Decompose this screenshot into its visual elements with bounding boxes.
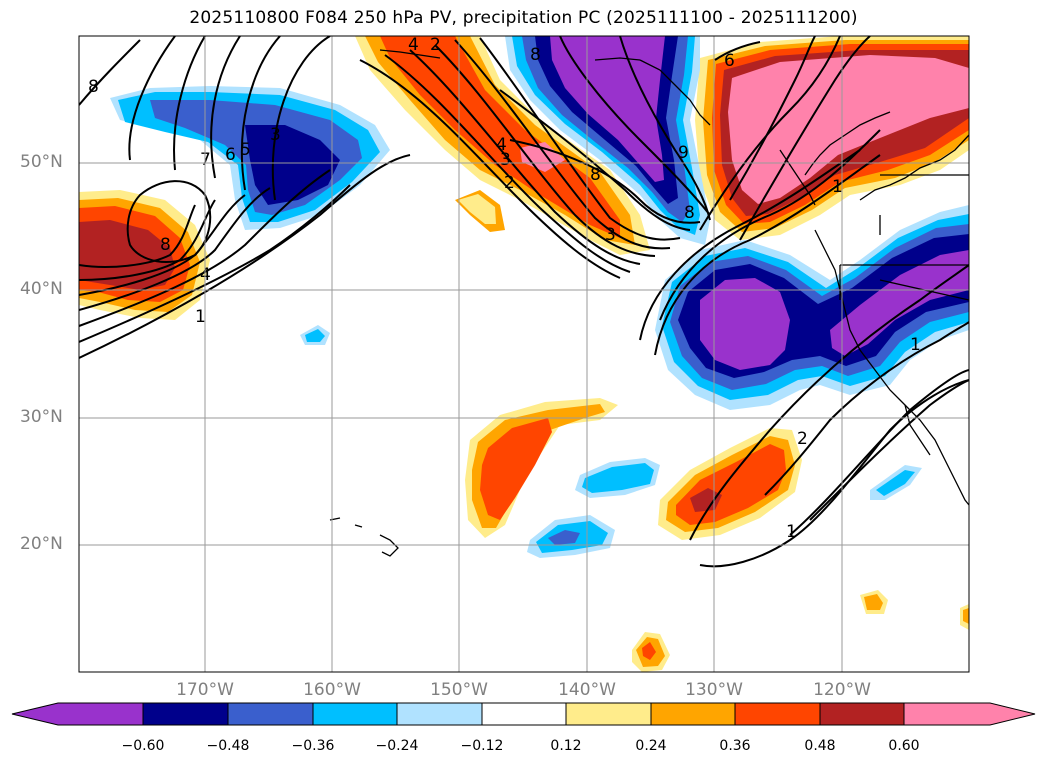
contour-label: 3 [605,225,616,245]
colorbar-tick-label: −0.36 [291,738,335,754]
contour-label: 8 [160,235,171,255]
lon-label-160w: 160°W [303,680,361,700]
contour-label: 8 [684,203,695,223]
contour-label: 4 [408,35,419,55]
lon-label-150w: 150°W [430,680,488,700]
contour-label: 2 [797,429,808,449]
gridlines [79,36,969,672]
contour-label: 8 [530,45,541,65]
colorbar-tick-label: 0.60 [888,738,920,754]
colorbar-tick-label: 0.12 [550,738,582,754]
colorbar-tick-label: 0.24 [635,738,667,754]
pv-contours [79,36,969,568]
lon-label-170w: 170°W [176,680,234,700]
contour-label: 6 [724,51,735,71]
contour-label: 8 [88,77,99,97]
contour-label: 3 [270,125,281,145]
lat-label-50n: 50°N [20,152,63,172]
contour-label: 1 [786,522,797,542]
contour-label: 4 [496,135,507,155]
colorbar-tick-label: −0.60 [121,738,165,754]
lon-label-120w: 120°W [813,680,871,700]
contour-label: 5 [240,140,251,160]
map-border [78,35,970,673]
lat-label-30n: 30°N [20,407,63,427]
colorbar-tick-label: 0.36 [719,738,751,754]
contour-label: 9 [678,143,689,163]
contour-label: 1 [195,307,206,327]
colorbar-tick-label: 0.48 [804,738,836,754]
map-title: 2025110800 F084 250 hPa PV, precipitatio… [189,8,858,28]
contour-label: 1 [910,335,921,355]
contour-label: 2 [504,173,515,193]
contour-label: 8 [590,165,601,185]
contour-label: 2 [430,35,441,55]
colorbar-tick-label: −0.48 [206,738,250,754]
lat-label-20n: 20°N [20,534,63,554]
contour-label: 6 [225,145,236,165]
lon-label-140w: 140°W [558,680,616,700]
contour-label: 1 [832,177,843,197]
lon-label-130w: 130°W [685,680,743,700]
colorbar-tick-label: −0.24 [375,738,419,754]
colorbar [11,702,1036,726]
contour-label: 3 [500,150,511,170]
lat-label-40n: 40°N [20,279,63,299]
map-area: 8 7 6 5 4 3 2 8 4 1 8 3 8 9 8 6 1 4 2 1 … [79,35,969,672]
colorbar-tick-label: −0.12 [460,738,504,754]
